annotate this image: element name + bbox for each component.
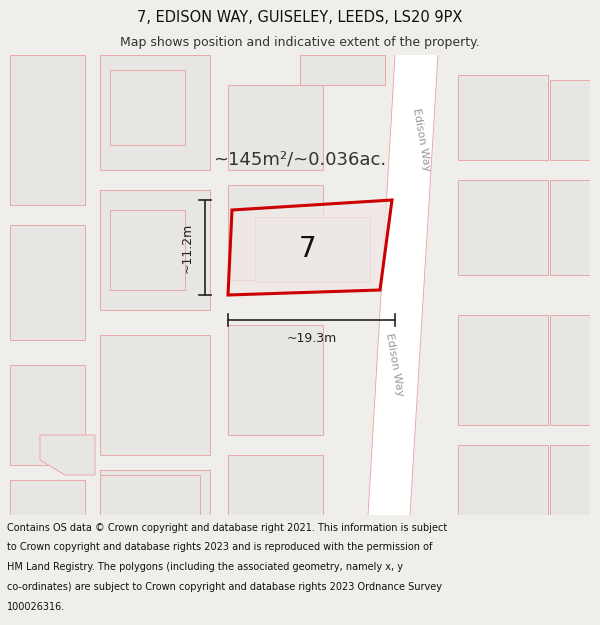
Bar xyxy=(100,470,210,515)
Bar xyxy=(550,180,590,275)
Bar xyxy=(550,80,590,160)
Polygon shape xyxy=(228,200,392,295)
Bar xyxy=(100,335,210,455)
Bar xyxy=(10,55,85,205)
Bar xyxy=(228,325,323,435)
Bar xyxy=(458,180,548,275)
Polygon shape xyxy=(368,55,438,515)
Bar xyxy=(458,75,548,160)
Text: ~19.3m: ~19.3m xyxy=(286,331,337,344)
Text: 7, EDISON WAY, GUISELEY, LEEDS, LS20 9PX: 7, EDISON WAY, GUISELEY, LEEDS, LS20 9PX xyxy=(137,10,463,25)
Bar xyxy=(10,365,85,465)
Text: Contains OS data © Crown copyright and database right 2021. This information is : Contains OS data © Crown copyright and d… xyxy=(7,522,448,532)
Bar xyxy=(228,455,323,515)
Bar xyxy=(550,315,590,425)
Bar xyxy=(300,55,385,85)
Bar xyxy=(550,445,590,515)
Bar xyxy=(458,315,548,425)
Bar xyxy=(228,185,323,280)
Text: Edison Way: Edison Way xyxy=(383,332,404,398)
Bar xyxy=(255,217,370,282)
Text: to Crown copyright and database rights 2023 and is reproduced with the permissio: to Crown copyright and database rights 2… xyxy=(7,542,433,552)
Bar xyxy=(10,225,85,340)
Text: 7: 7 xyxy=(299,235,317,262)
Bar xyxy=(110,210,185,290)
Bar xyxy=(228,85,323,170)
Text: ~145m²/~0.036ac.: ~145m²/~0.036ac. xyxy=(214,151,386,169)
Bar xyxy=(110,70,185,145)
Text: ~11.2m: ~11.2m xyxy=(181,222,193,272)
Text: Map shows position and indicative extent of the property.: Map shows position and indicative extent… xyxy=(120,36,480,49)
Bar xyxy=(100,475,200,515)
Text: HM Land Registry. The polygons (including the associated geometry, namely x, y: HM Land Registry. The polygons (includin… xyxy=(7,562,403,572)
Polygon shape xyxy=(40,435,95,475)
Text: Edison Way: Edison Way xyxy=(411,107,432,172)
Bar xyxy=(458,445,548,515)
Bar xyxy=(10,480,85,515)
Bar xyxy=(100,190,210,310)
Text: co-ordinates) are subject to Crown copyright and database rights 2023 Ordnance S: co-ordinates) are subject to Crown copyr… xyxy=(7,582,442,592)
Text: 100026316.: 100026316. xyxy=(7,602,65,612)
Bar xyxy=(100,55,210,170)
